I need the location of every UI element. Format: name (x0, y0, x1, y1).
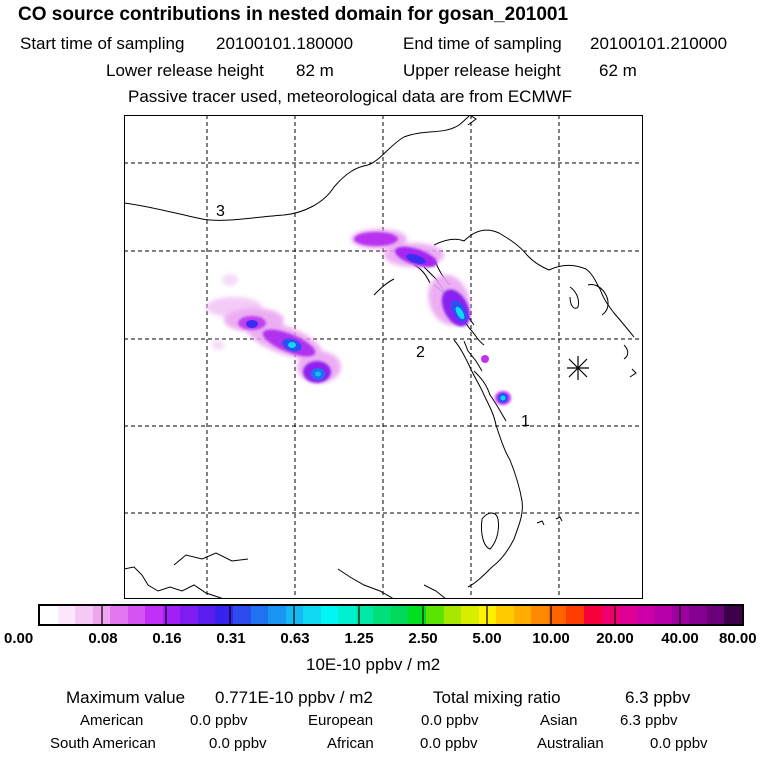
colorbar-tick: 0.00 (4, 630, 34, 647)
colorbar-swatch (461, 606, 479, 624)
colorbar-swatch (443, 606, 462, 624)
colorbar-swatch (671, 606, 690, 624)
colorbar-tick: 5.00 (472, 630, 502, 647)
south-american-value: 0.0 ppbv (209, 735, 267, 752)
upper-release-value: 62 m (599, 61, 637, 80)
max-value-label: Maximum value (66, 688, 186, 707)
colorbar-swatch (355, 606, 374, 624)
colorbar-swatch (303, 606, 321, 624)
colorbar-swatch (513, 606, 532, 624)
colorbar-tick: 2.50 (408, 630, 438, 647)
colorbar-swatch (162, 606, 181, 624)
start-time-label: Start time of sampling (20, 34, 185, 53)
colorbar-swatch (197, 606, 216, 624)
colorbar-swatch (654, 606, 672, 624)
colorbar-swatch (180, 606, 198, 624)
colorbar-swatch (583, 606, 602, 624)
colorbar-unit: 10E-10 ppbv / m2 (306, 655, 441, 674)
colorbar-swatch (426, 606, 444, 624)
colorbar-swatch (250, 606, 269, 624)
tracer-note: Passive tracer used, meteorological data… (128, 87, 573, 106)
colorbar-tick: 10.00 (532, 630, 570, 647)
colorbar-swatch (636, 606, 655, 624)
colorbar-tick: 80.00 (719, 630, 757, 647)
colorbar-swatch (127, 606, 146, 624)
marker-1: 1 (521, 413, 530, 430)
asian-value: 6.3 ppbv (620, 712, 678, 729)
colorbar-swatch (215, 606, 234, 624)
max-value: 0.771E-10 ppbv / m2 (215, 688, 373, 707)
colorbar-swatch (75, 606, 93, 624)
african-label: African (327, 735, 374, 752)
colorbar-swatch (373, 606, 391, 624)
concentration-hotspot-south (495, 391, 511, 405)
upper-release-label: Upper release height (403, 61, 561, 80)
colorbar-swatch (689, 606, 707, 624)
colorbar-swatch (233, 606, 251, 624)
concentration-plume-northeast (351, 229, 489, 363)
colorbar-swatch (706, 606, 725, 624)
receptor-site-star-icon (567, 356, 589, 380)
american-label: American (80, 712, 144, 729)
colorbar-swatch (320, 606, 339, 624)
lower-release-label: Lower release height (106, 61, 264, 80)
colorbar-swatch (57, 606, 76, 624)
australian-label: Australian (537, 735, 604, 752)
colorbar-tick: 0.31 (216, 630, 246, 647)
asian-label: Asian (540, 712, 578, 729)
map-gridlines (124, 115, 643, 599)
colorbar-swatch (724, 606, 742, 624)
total-mixing-value: 6.3 ppbv (625, 688, 691, 707)
end-time-value: 20100101.210000 (590, 34, 728, 53)
page-title: CO source contributions in nested domain… (18, 4, 569, 25)
colorbar-tick: 0.63 (280, 630, 310, 647)
colorbar-swatch (408, 606, 427, 624)
colorbar-swatch (548, 606, 567, 624)
colorbar-swatch (496, 606, 514, 624)
colorbar-swatch (478, 606, 497, 624)
map-panel: 1 2 3 (124, 115, 643, 599)
concentration-plume-west (206, 274, 341, 383)
marker-2: 2 (416, 344, 425, 361)
colorbar-swatch (531, 606, 549, 624)
colorbar-swatch (601, 606, 620, 624)
european-value: 0.0 ppbv (421, 712, 479, 729)
start-time-value: 20100101.180000 (216, 34, 354, 53)
colorbar-swatch (40, 606, 58, 624)
colorbar-swatch (92, 606, 111, 624)
colorbar-swatch (390, 606, 409, 624)
south-american-label: South American (50, 735, 156, 752)
colorbar-swatch (338, 606, 356, 624)
colorbar-tick: 0.16 (152, 630, 182, 647)
total-mixing-label: Total mixing ratio (433, 688, 561, 707)
colorbar-swatch (145, 606, 163, 624)
marker-3: 3 (216, 203, 225, 220)
lower-release-value: 82 m (296, 61, 334, 80)
colorbar-tick: 1.25 (344, 630, 374, 647)
australian-value: 0.0 ppbv (650, 735, 708, 752)
african-value: 0.0 ppbv (420, 735, 478, 752)
colorbar-tick: 20.00 (596, 630, 634, 647)
colorbar-tick: 0.08 (88, 630, 118, 647)
end-time-label: End time of sampling (403, 34, 562, 53)
colorbar-swatch (268, 606, 286, 624)
colorbar-swatch (110, 606, 128, 624)
colorbar (38, 604, 744, 626)
colorbar-swatch (285, 606, 304, 624)
colorbar-tick: 40.00 (661, 630, 699, 647)
american-value: 0.0 ppbv (190, 712, 248, 729)
european-label: European (308, 712, 374, 729)
colorbar-swatch (566, 606, 584, 624)
colorbar-swatch (619, 606, 637, 624)
